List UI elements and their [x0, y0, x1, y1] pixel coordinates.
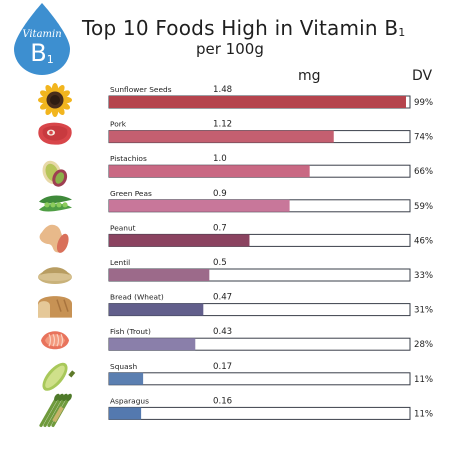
- category-label: Sunflower Seeds: [110, 85, 172, 94]
- dv-percent-label: 33%: [414, 271, 433, 281]
- pistachio-icon: [42, 160, 68, 187]
- bar: [109, 165, 310, 178]
- bar-row: Asparagus 0.16 11%: [39, 393, 433, 427]
- category-label: Green Peas: [110, 189, 152, 198]
- category-label: Bread (Wheat): [110, 293, 164, 302]
- value-label: 1.0: [213, 154, 227, 164]
- page-subtitle: per 100g: [196, 40, 264, 58]
- value-column-header: mg: [298, 68, 321, 84]
- bar-row: Pistachios 1.0 66%: [42, 154, 433, 187]
- bar: [109, 130, 334, 143]
- peas-icon: [39, 195, 72, 212]
- bar-row: Lentil 0.5 33%: [38, 258, 433, 284]
- value-label: 0.43: [213, 327, 232, 337]
- bar: [109, 234, 250, 247]
- bread-icon: [38, 296, 72, 318]
- bar-row: Sunflower Seeds 1.48 99%: [38, 83, 433, 117]
- asparagus-icon: [39, 393, 72, 427]
- category-label: Pork: [110, 120, 127, 129]
- bar-row: Green Peas 0.9 59%: [39, 189, 433, 213]
- value-label: 0.9: [213, 189, 227, 199]
- category-label: Pistachios: [110, 154, 147, 163]
- value-label: 0.5: [213, 258, 227, 268]
- dv-percent-label: 74%: [414, 133, 433, 143]
- sunflower-icon: [38, 83, 72, 117]
- bar-row: Peanut 0.7 46%: [39, 223, 433, 253]
- bar-row: Pork 1.12 74%: [38, 120, 433, 145]
- bar: [109, 96, 406, 108]
- badge-letter-b: B: [30, 39, 47, 67]
- squash-icon: [42, 362, 76, 391]
- category-label: Asparagus: [110, 396, 149, 405]
- dv-percent-label: 31%: [414, 306, 433, 316]
- value-label: 1.12: [213, 120, 232, 130]
- bar: [109, 199, 290, 212]
- bar-row: Bread (Wheat) 0.47 31%: [38, 293, 433, 318]
- dv-column-header: DV: [412, 68, 433, 84]
- fish-icon: [41, 331, 69, 350]
- category-label: Peanut: [110, 223, 136, 232]
- bar-track: [108, 372, 411, 386]
- badge-letter-sub: 1: [46, 53, 54, 66]
- page-title: Top 10 Foods High in Vitamin B1: [82, 16, 405, 40]
- category-label: Squash: [110, 362, 137, 371]
- value-label: 0.17: [213, 362, 232, 372]
- category-label: Lentil: [110, 258, 130, 267]
- water-drop-icon: [14, 3, 70, 75]
- badge-label: Vitamin: [22, 29, 62, 40]
- value-label: 0.16: [213, 396, 232, 406]
- value-label: 0.7: [213, 223, 227, 233]
- bar-row: Fish (Trout) 0.43 28%: [41, 327, 433, 351]
- value-label: 1.48: [213, 85, 232, 95]
- dv-percent-label: 28%: [414, 340, 433, 350]
- badge-letter: B1: [22, 39, 62, 67]
- steak-icon: [38, 122, 72, 145]
- dv-percent-label: 11%: [414, 375, 433, 385]
- dv-percent-label: 99%: [414, 98, 433, 108]
- dv-percent-label: 59%: [414, 202, 433, 212]
- dv-percent-label: 11%: [414, 409, 433, 419]
- bar: [109, 372, 144, 385]
- page-title-sub: 1: [398, 26, 406, 39]
- bar: [109, 338, 196, 351]
- category-label: Fish (Trout): [110, 327, 151, 336]
- page-title-text: Top 10 Foods High in Vitamin B: [82, 16, 399, 40]
- bar: [109, 303, 204, 316]
- bar: [109, 407, 142, 420]
- vitamin-b1-badge: Vitamin B1: [10, 2, 74, 76]
- bar-row: Squash 0.17 11%: [42, 362, 433, 391]
- peanut-icon: [39, 224, 69, 253]
- lentil-icon: [38, 267, 72, 284]
- dv-percent-label: 66%: [414, 167, 433, 177]
- value-label: 0.47: [213, 293, 232, 303]
- dv-percent-label: 46%: [414, 236, 433, 246]
- bar: [109, 269, 210, 281]
- bar-track: [108, 406, 411, 420]
